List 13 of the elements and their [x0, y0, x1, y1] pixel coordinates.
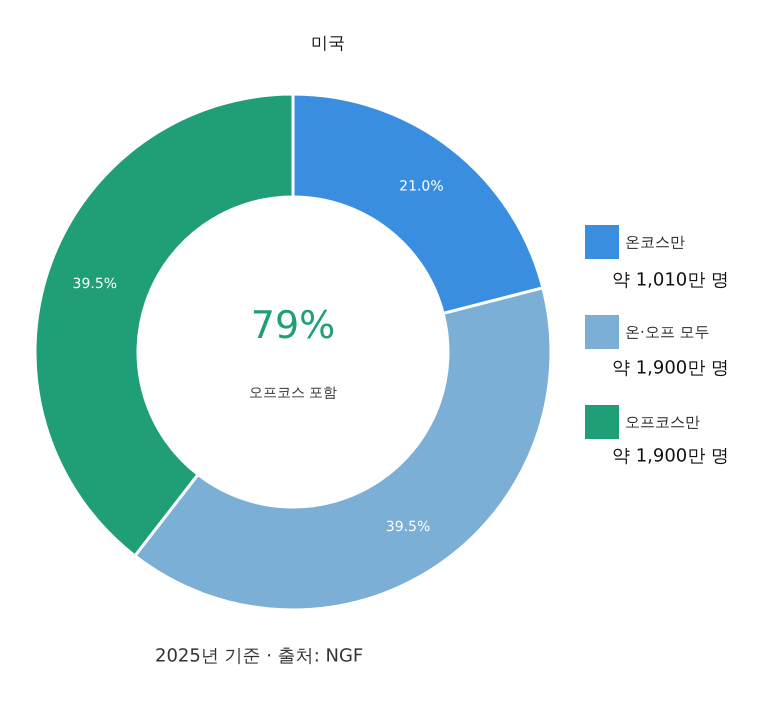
text: 79% — [250, 303, 336, 347]
legend-label: 온코스만 — [625, 233, 685, 251]
text: 2025년 기준 · 출처: NGF — [155, 646, 364, 666]
text: 약 1,900만 명 — [612, 446, 729, 466]
legend-label: 온·오프 모두 — [625, 323, 710, 341]
data-label: 39.5% — [72, 276, 118, 292]
text: 약 1,010만 명 — [612, 270, 729, 290]
legend-label: 오프코스만 — [625, 413, 700, 431]
chart-title: 미국 — [311, 34, 345, 54]
data-label: 21.0% — [399, 178, 444, 194]
data-label: 39.5% — [386, 519, 430, 536]
text: 오프코스 포함 — [248, 385, 338, 401]
text: 약 1,900만 명 — [612, 358, 729, 378]
